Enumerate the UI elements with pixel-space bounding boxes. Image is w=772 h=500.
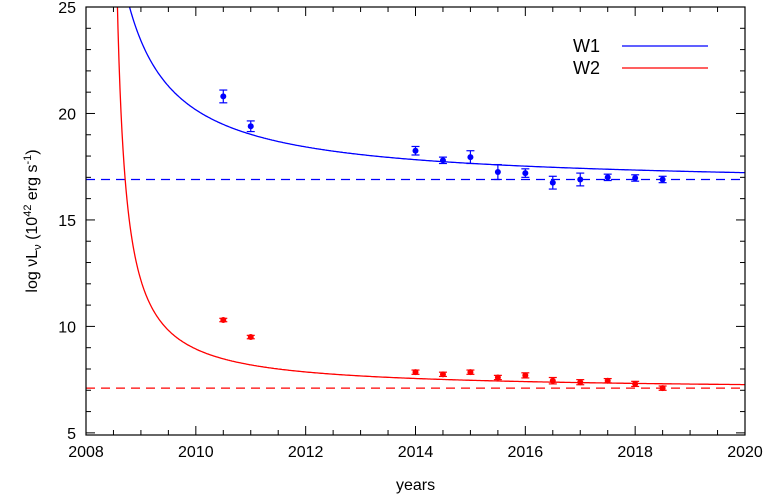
- w2-data-point: [439, 371, 446, 378]
- y-tick-label: 25: [58, 0, 76, 17]
- x-tick-label: 2012: [288, 444, 324, 461]
- svg-text:log νLν (1042 erg s-1): log νLν (1042 erg s-1): [22, 149, 44, 292]
- w1-data-point: [494, 169, 501, 176]
- legend-label-w2: W2: [573, 58, 600, 78]
- y-axis-label: log νLν (1042 erg s-1): [22, 149, 44, 292]
- w1-data-point: [577, 176, 584, 183]
- w1-data-point: [247, 123, 254, 130]
- w2-data-point: [577, 379, 584, 386]
- y-tick-label: 5: [67, 426, 76, 443]
- legend-label-w1: W1: [573, 36, 600, 56]
- x-tick-label: 2016: [508, 444, 544, 461]
- w2-data-point: [604, 377, 611, 384]
- w1-data-point: [522, 170, 529, 177]
- y-label-unit: erg s: [24, 165, 41, 205]
- y-label-sub: ν: [32, 244, 44, 250]
- w2-data-point: [412, 369, 419, 376]
- w2-data-point: [220, 317, 227, 324]
- w2-fit-curve: [116, 7, 745, 386]
- w2-data-point: [247, 334, 254, 341]
- x-axis-label: years: [396, 477, 435, 494]
- w2-data-point: [494, 374, 501, 381]
- y-tick-label: 20: [58, 106, 76, 123]
- x-tick-label: 2020: [727, 444, 763, 461]
- w1-data-point: [632, 174, 639, 181]
- y-tick-label: 15: [58, 213, 76, 230]
- y-label-paren: (10: [24, 217, 41, 245]
- y-label-exp: 42: [22, 205, 34, 217]
- w1-data-point: [549, 179, 556, 186]
- y-label-close: ): [24, 149, 41, 154]
- x-tick-label: 2008: [68, 444, 104, 461]
- w1-data-point: [439, 157, 446, 164]
- w2-data-point: [522, 372, 529, 379]
- w1-data-point: [412, 147, 419, 154]
- w2-data-point: [659, 385, 666, 392]
- w1-data-point: [659, 176, 666, 183]
- x-tick-label: 2018: [617, 444, 653, 461]
- w2-data-point: [549, 377, 556, 384]
- w2-data-point: [467, 369, 474, 376]
- w1-fit-curve: [128, 7, 745, 174]
- x-tick-label: 2014: [398, 444, 434, 461]
- x-tick-label: 2010: [178, 444, 214, 461]
- w1-data-point: [467, 154, 474, 161]
- y-label-exp2: -1: [22, 155, 34, 165]
- w2-data-point: [632, 380, 639, 387]
- axis-ticks: 2008 2010 2012 2014 2016 2018 2020 5 10 15 20 25: [58, 0, 763, 461]
- y-tick-label: 10: [58, 319, 76, 336]
- w1-data-point: [604, 174, 611, 181]
- y-label-prefix: log νL: [24, 250, 41, 293]
- w1-data-point: [220, 93, 227, 100]
- plot-content: [86, 7, 745, 392]
